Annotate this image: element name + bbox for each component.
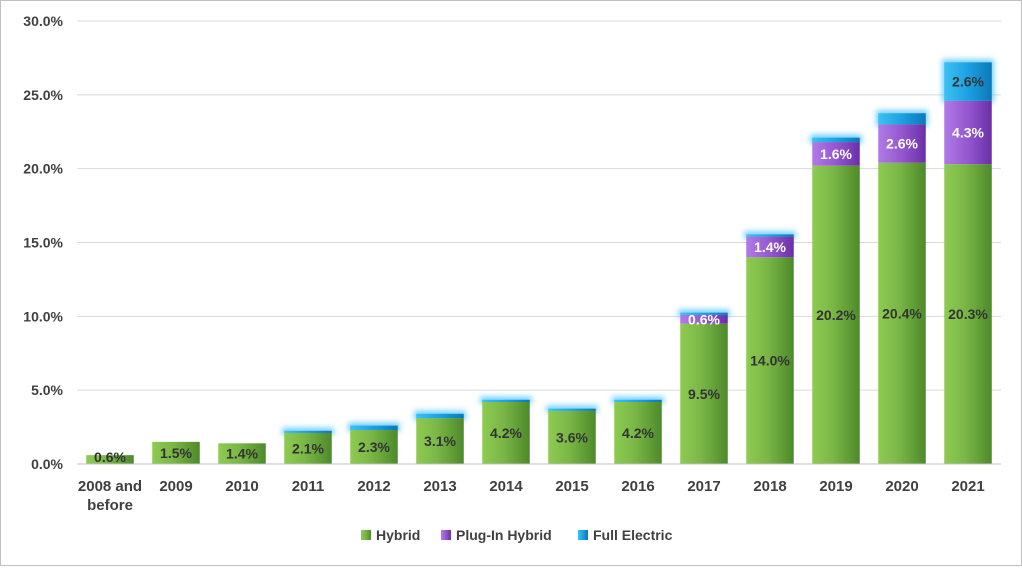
legend-swatch — [578, 530, 588, 540]
data-label: 2.6% — [952, 74, 984, 90]
bar-segment — [350, 430, 398, 464]
x-tick-label: before — [87, 497, 133, 514]
bar-segment — [812, 142, 860, 166]
legend: Hybrid Plug-In Hybrid Full Electric — [361, 527, 673, 543]
x-tick-label: 2020 — [885, 478, 918, 495]
data-label: 0.6% — [688, 311, 720, 327]
bar-segment — [284, 432, 332, 464]
legend-label: Hybrid — [376, 527, 420, 543]
data-label: 20.4% — [882, 305, 922, 321]
bar-segment — [614, 399, 662, 402]
data-label: 3.6% — [556, 429, 588, 445]
legend-swatch — [361, 530, 371, 540]
x-tick-label: 2010 — [225, 478, 258, 495]
x-tick-label: 2008 and — [78, 478, 142, 495]
x-tick-label: 2021 — [951, 478, 984, 495]
y-tick-label: 0.0% — [31, 456, 63, 472]
bar-segment — [680, 323, 728, 464]
legend-swatch — [441, 530, 451, 540]
bar-segment — [746, 257, 794, 464]
bar-segment — [878, 124, 926, 163]
data-label: 20.3% — [948, 306, 988, 322]
bar-segment — [416, 418, 464, 464]
data-label: 9.5% — [688, 386, 720, 402]
bar-segment — [878, 113, 926, 125]
bar-segment — [284, 430, 332, 433]
data-label: 0.6% — [94, 449, 126, 465]
bar-segment — [746, 236, 794, 258]
bar-segment — [944, 62, 992, 101]
bar-segment — [878, 162, 926, 464]
x-axis: 2008 and before 2009 2010 2011 2012 2013 2014 20… — [77, 463, 1001, 514]
x-tick-label: 2018 — [753, 478, 786, 495]
bars — [86, 62, 992, 465]
bar-segment — [152, 441, 200, 464]
bar-segment — [86, 455, 134, 464]
data-labels: 0.6% 1.5% 1.4% 2.1% 2.3% 3.1% 4.2% 3.6% 4.2% 9.5%… — [94, 74, 988, 466]
data-label: 2.1% — [292, 440, 324, 456]
data-label: 2.6% — [886, 136, 918, 152]
y-tick-label: 10.0% — [23, 308, 63, 324]
data-label: 3.1% — [424, 433, 456, 449]
x-tick-label: 2009 — [159, 478, 192, 495]
legend-label: Full Electric — [593, 527, 673, 543]
x-tick-label: 2019 — [819, 478, 852, 495]
x-tick-label: 2016 — [621, 478, 654, 495]
bar-segment — [812, 137, 860, 143]
y-tick-label: 20.0% — [23, 161, 63, 177]
legend-label: Plug-In Hybrid — [456, 527, 552, 543]
gridlines — [77, 20, 1001, 465]
x-tick-label: 2011 — [292, 478, 325, 495]
bar-segment — [614, 401, 662, 464]
bar-segment — [680, 314, 728, 324]
y-tick-label: 5.0% — [31, 382, 63, 398]
bar-segment — [944, 100, 992, 165]
bar-segment — [482, 399, 530, 402]
data-label: 1.6% — [820, 146, 852, 162]
bar-segment — [680, 312, 728, 315]
x-tick-label: 2017 — [687, 478, 720, 495]
bar-segment — [548, 410, 596, 464]
data-label: 1.5% — [160, 445, 192, 461]
bar-segment — [548, 408, 596, 411]
bar-segment — [218, 443, 266, 464]
bar-segment — [482, 401, 530, 464]
y-axis: 0.0% 5.0% 10.0% 15.0% 20.0% 25.0% 30.0% — [23, 13, 63, 472]
data-label: 4.3% — [952, 124, 984, 140]
x-tick-label: 2013 — [423, 478, 456, 495]
data-label: 2.3% — [358, 439, 390, 455]
x-tick-label: 2014 — [489, 478, 523, 495]
data-label: 1.4% — [226, 446, 258, 462]
data-label: 1.4% — [754, 239, 786, 255]
bar-segment — [746, 234, 794, 237]
bar-segment — [416, 413, 464, 419]
data-label: 20.2% — [816, 307, 856, 323]
data-label: 14.0% — [750, 353, 790, 369]
x-tick-label: 2015 — [555, 478, 588, 495]
bar-segment — [812, 165, 860, 465]
y-tick-label: 15.0% — [23, 235, 63, 251]
bar-segment — [944, 164, 992, 464]
data-label: 4.2% — [622, 425, 654, 441]
y-tick-label: 25.0% — [23, 87, 63, 103]
data-label: 4.2% — [490, 425, 522, 441]
y-tick-label: 30.0% — [23, 13, 63, 29]
x-tick-label: 2012 — [357, 478, 390, 495]
bar-segment — [350, 425, 398, 431]
